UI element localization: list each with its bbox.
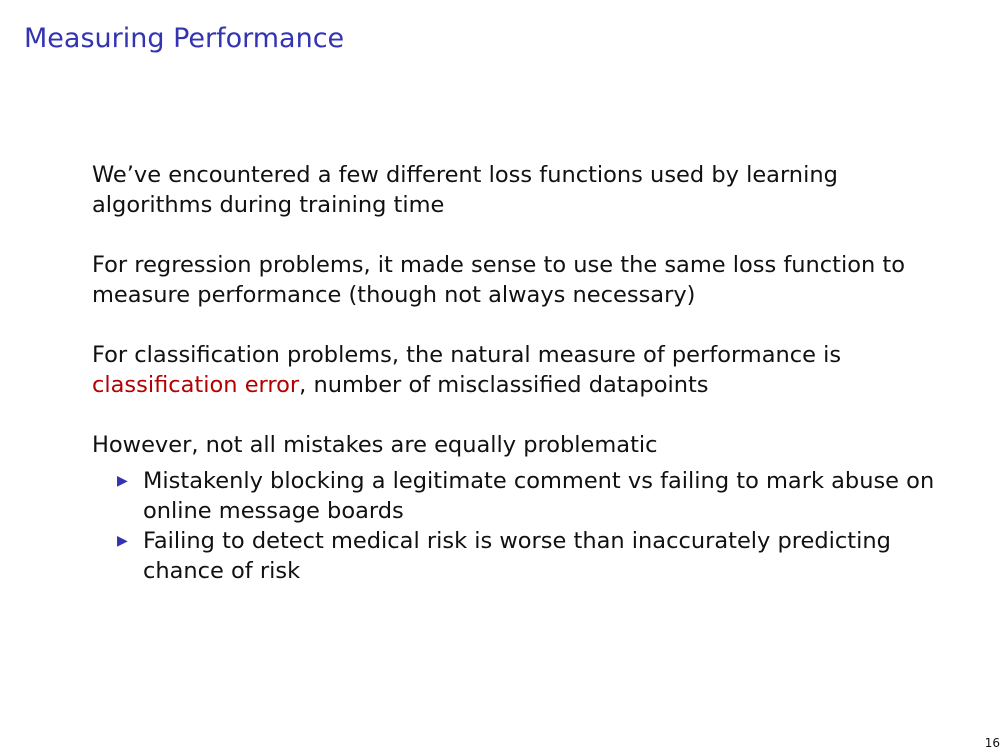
paragraph-classification: For classification problems, the natural… bbox=[92, 340, 952, 400]
paragraph-mistakes: However, not all mistakes are equally pr… bbox=[92, 432, 658, 458]
bullet-item: ▶ Failing to detect medical risk is wors… bbox=[92, 526, 952, 586]
bullet-text: Mistakenly blocking a legitimate comment… bbox=[143, 468, 935, 524]
triangle-bullet-icon: ▶ bbox=[117, 533, 128, 549]
triangle-bullet-icon: ▶ bbox=[117, 473, 128, 489]
page-number: 16 bbox=[984, 736, 1000, 750]
classification-text-suffix: , number of misclassified datapoints bbox=[299, 372, 709, 398]
paragraph-regression: For regression problems, it made sense t… bbox=[92, 252, 906, 308]
bullet-item: ▶ Mistakenly blocking a legitimate comme… bbox=[92, 466, 952, 526]
slide-body: We’ve encountered a few different loss f… bbox=[92, 160, 952, 586]
slide-title: Measuring Performance bbox=[24, 23, 345, 54]
classification-error-highlight: classification error bbox=[92, 372, 300, 398]
paragraph-loss-functions: We’ve encountered a few different loss f… bbox=[92, 162, 838, 218]
bullet-list: ▶ Mistakenly blocking a legitimate comme… bbox=[92, 466, 952, 586]
bullet-text: Failing to detect medical risk is worse … bbox=[143, 528, 891, 584]
classification-text-prefix: For classification problems, the natural… bbox=[92, 342, 842, 368]
